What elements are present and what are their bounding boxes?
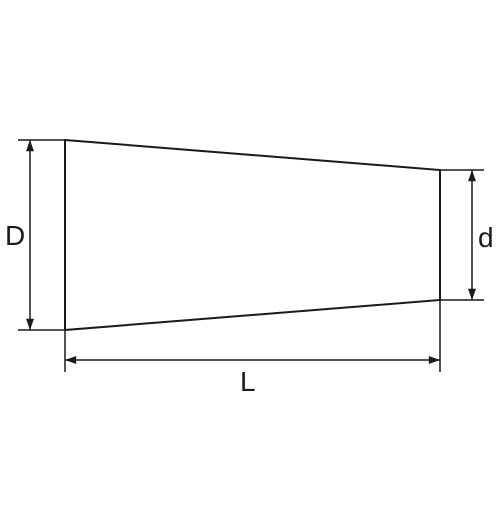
- label-bottom-width: L: [240, 366, 256, 398]
- label-right-height: d: [478, 222, 494, 254]
- trapezoid-shape: [65, 140, 440, 330]
- diagram-svg: [0, 0, 500, 500]
- technical-diagram: D d L: [0, 0, 500, 500]
- label-left-height: D: [5, 220, 25, 252]
- dimension-bottom: [65, 300, 440, 372]
